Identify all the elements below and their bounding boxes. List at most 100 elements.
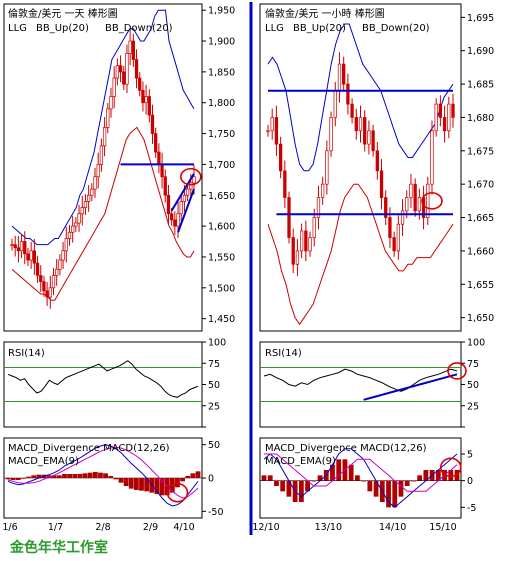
daily-price-candle-body (185, 188, 190, 196)
daily-price-candle-body (102, 127, 107, 147)
hourly-macd-hist-bar (317, 475, 323, 481)
daily-price-candle-body (35, 262, 40, 276)
hourly-price-highlight-circle (421, 192, 443, 210)
daily-price-ytick-label: 1,450 (208, 314, 235, 325)
daily-macd-hist-bar (62, 474, 67, 478)
hourly-price-candle-body (392, 237, 396, 252)
hourly-macd-hist-bar (286, 480, 292, 497)
daily-price-candle-body (86, 194, 91, 202)
hourly-price-candle-body (447, 103, 451, 132)
daily-price-candle-body (48, 287, 52, 298)
daily-price-ytick-label: 1,500 (208, 283, 235, 294)
daily-price-trendline (177, 188, 195, 233)
hourly-price-candle-body (405, 197, 409, 212)
daily-price-ytick-label: 1,700 (208, 160, 235, 171)
daily-price-candle-body (71, 225, 75, 233)
daily-macd-highlight-circle (166, 482, 189, 503)
hourly-price-candle-body (438, 103, 443, 118)
daily-price-candle-body (192, 176, 196, 184)
daily-price-candle-body (45, 290, 49, 298)
daily-rsi-line (7, 360, 199, 398)
daily-price-candle-body (32, 250, 37, 264)
daily-price-candle-body (131, 40, 135, 60)
daily-price-candle-body (150, 114, 155, 134)
hourly-macd-ytick-label: 0 (467, 476, 473, 487)
hourly-macd-hist-bar (367, 480, 373, 492)
hourly-macd-xtick-label: 15/10 (429, 522, 456, 533)
daily-macd-hist-bar (180, 478, 185, 482)
daily-macd-hist-bar (195, 471, 201, 478)
daily-price-candle-body (61, 250, 65, 261)
daily-price-candle-body (109, 96, 113, 110)
hourly-price-candle-body (346, 83, 350, 105)
daily-macd-hist-bar (31, 475, 37, 478)
hourly-rsi-ytick-label: 25 (467, 401, 479, 412)
daily-macd-xtick-label: 2/9 (143, 522, 158, 533)
hourly-macd-hist-bar (398, 480, 404, 497)
daily-price-candle-body (176, 213, 180, 227)
hourly-price-candle-body (295, 250, 300, 265)
hourly-price-candle-body (451, 103, 455, 118)
daily-price-candle-body (134, 59, 139, 79)
hourly-price-candle-body (350, 103, 354, 118)
hourly-price-candle-body (325, 150, 329, 185)
daily-price-highlight-circle (180, 167, 202, 186)
daily-price-ytick-label: 1,550 (208, 252, 235, 263)
hourly-price-candle-body (434, 103, 438, 132)
daily-price-candle-body (10, 244, 14, 246)
daily-macd-hist-bar (51, 475, 57, 478)
hourly-price-candle-body (291, 237, 295, 265)
hourly-macd-ytick-label: 5 (467, 450, 473, 461)
hourly-price-ytick-label: 1,655 (467, 280, 494, 291)
hourly-macd-hist-bar (411, 480, 416, 482)
daily-macd-hist-bar (128, 478, 134, 489)
hourly-price-candle-body (337, 63, 342, 92)
hourly-price-candle-body (342, 63, 346, 85)
hourly-macd-hist-bar (261, 475, 267, 481)
daily-price-candle-body (83, 201, 88, 208)
daily-macd-hist-bar (123, 478, 129, 486)
daily-macd-hist-bar (185, 476, 191, 478)
daily-macd-hist-bar (87, 472, 93, 478)
daily-macd-xtick-label: 1/7 (48, 522, 63, 533)
daily-macd-hist-bar (56, 475, 62, 478)
daily-macd-xtick-label: 2/8 (95, 522, 110, 533)
daily-rsi-frame (3, 341, 203, 428)
daily-price-candle-body (64, 238, 68, 252)
daily-price-candle-body (154, 133, 158, 153)
daily-macd-macd-line (7, 444, 199, 507)
daily-macd-hist-bar (175, 478, 180, 488)
hourly-macd-hist-bar (280, 480, 286, 492)
daily-price-candle-body (141, 90, 145, 104)
daily-macd-ytick-label: 0 (208, 474, 214, 485)
hourly-price-frame (259, 3, 462, 332)
daily-price-candle-body (77, 213, 81, 224)
hourly-macd-xtick-label: 14/10 (379, 522, 406, 533)
daily-price-candle-body (42, 281, 46, 292)
daily-price-candle-body (118, 65, 123, 73)
hourly-price-candle-body (304, 230, 308, 252)
hourly-macd-hist-bar (386, 480, 391, 508)
hourly-price-bb-up-line (267, 23, 454, 172)
hourly-price-candle-body (417, 197, 422, 212)
daily-price-candle-body (106, 108, 110, 128)
daily-price-candle-body (182, 194, 187, 202)
daily-macd-xtick-label: 4/10 (173, 522, 194, 533)
hourly-price-candle-body (266, 130, 270, 133)
daily-macd-hist-bar (139, 478, 144, 491)
hourly-macd-hist-bar (311, 480, 317, 482)
hourly-rsi-line (263, 368, 458, 392)
hourly-price-candle-body (400, 210, 405, 225)
hourly-macd-ema-line (264, 453, 458, 492)
daily-price-ytick-label: 1,750 (208, 129, 235, 140)
hourly-price-candle-body (379, 170, 384, 198)
daily-price-candle-body (74, 222, 78, 227)
daily-price-candle-body (157, 151, 161, 165)
daily-price-candle-body (173, 219, 177, 227)
daily-macd-hist-bar (67, 474, 73, 478)
daily-price-ytick-label: 1,900 (208, 37, 235, 48)
daily-macd-hist-bar (98, 472, 103, 478)
daily-macd-hist-bar (5, 478, 11, 480)
daily-price-candle-body (189, 182, 193, 190)
